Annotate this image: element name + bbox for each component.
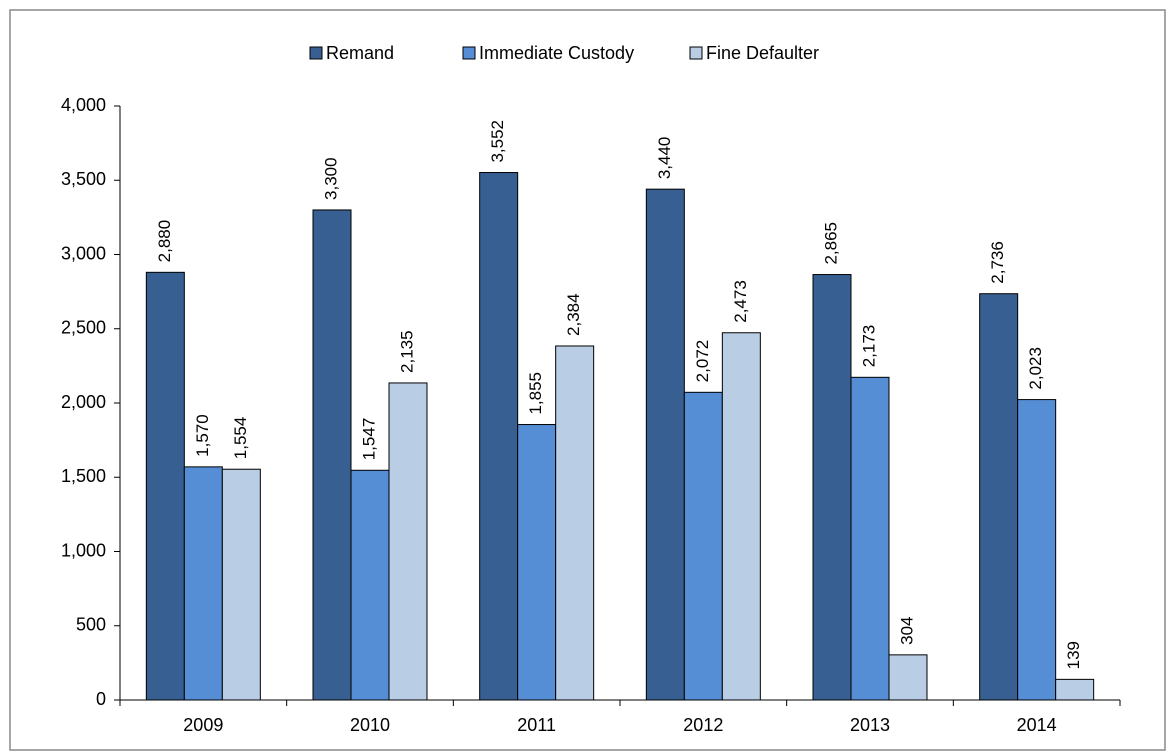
legend-swatch <box>689 46 703 60</box>
y-tick-label: 0 <box>96 689 106 709</box>
value-label: 2,173 <box>859 325 878 368</box>
value-label: 2,865 <box>821 222 840 265</box>
y-tick-label: 3,000 <box>61 243 106 263</box>
bar <box>555 345 595 701</box>
y-tick-label: 2,500 <box>61 318 106 338</box>
value-label: 2,473 <box>731 280 750 323</box>
y-tick-label: 2,000 <box>61 392 106 412</box>
bar <box>721 332 761 701</box>
bar <box>388 382 428 701</box>
x-tick-label: 2014 <box>1017 715 1057 735</box>
x-tick-label: 2012 <box>683 715 723 735</box>
bar <box>645 188 685 701</box>
x-tick-label: 2013 <box>850 715 890 735</box>
bar <box>979 293 1019 701</box>
value-label: 1,554 <box>231 417 250 460</box>
x-tick-label: 2010 <box>350 715 390 735</box>
x-tick-label: 2009 <box>183 715 223 735</box>
value-label: 1,570 <box>193 414 212 457</box>
bar <box>1055 678 1095 701</box>
legend-swatch <box>309 46 323 60</box>
legend-label: Remand <box>326 43 394 63</box>
value-label: 2,023 <box>1026 347 1045 390</box>
y-tick-label: 4,000 <box>61 95 106 115</box>
legend-swatch <box>462 46 476 60</box>
value-label: 2,880 <box>155 220 174 263</box>
value-label: 2,384 <box>564 293 583 336</box>
bar <box>221 468 261 701</box>
value-label: 2,736 <box>988 241 1007 284</box>
value-label: 1,547 <box>359 418 378 461</box>
bar <box>145 271 185 701</box>
y-tick-label: 500 <box>76 615 106 635</box>
value-label: 2,135 <box>397 330 416 373</box>
bar <box>1017 399 1057 701</box>
y-tick-label: 1,000 <box>61 540 106 560</box>
bar <box>183 466 223 701</box>
legend-label: Fine Defaulter <box>706 43 819 63</box>
bar <box>812 274 852 701</box>
legend-label: Immediate Custody <box>479 43 634 63</box>
bar <box>683 391 723 701</box>
bar <box>479 172 519 701</box>
y-tick-label: 3,500 <box>61 169 106 189</box>
x-tick-label: 2011 <box>517 715 556 735</box>
bar <box>350 469 390 701</box>
value-label: 1,855 <box>526 372 545 415</box>
value-label: 304 <box>897 616 916 644</box>
bar <box>312 209 352 701</box>
value-label: 3,552 <box>488 120 507 163</box>
value-label: 2,072 <box>693 340 712 383</box>
value-label: 3,440 <box>655 137 674 180</box>
bar <box>888 654 928 701</box>
value-label: 139 <box>1064 641 1083 669</box>
y-tick-label: 1,500 <box>61 466 106 486</box>
bar <box>850 376 890 701</box>
value-label: 3,300 <box>321 157 340 200</box>
bar <box>517 424 557 701</box>
